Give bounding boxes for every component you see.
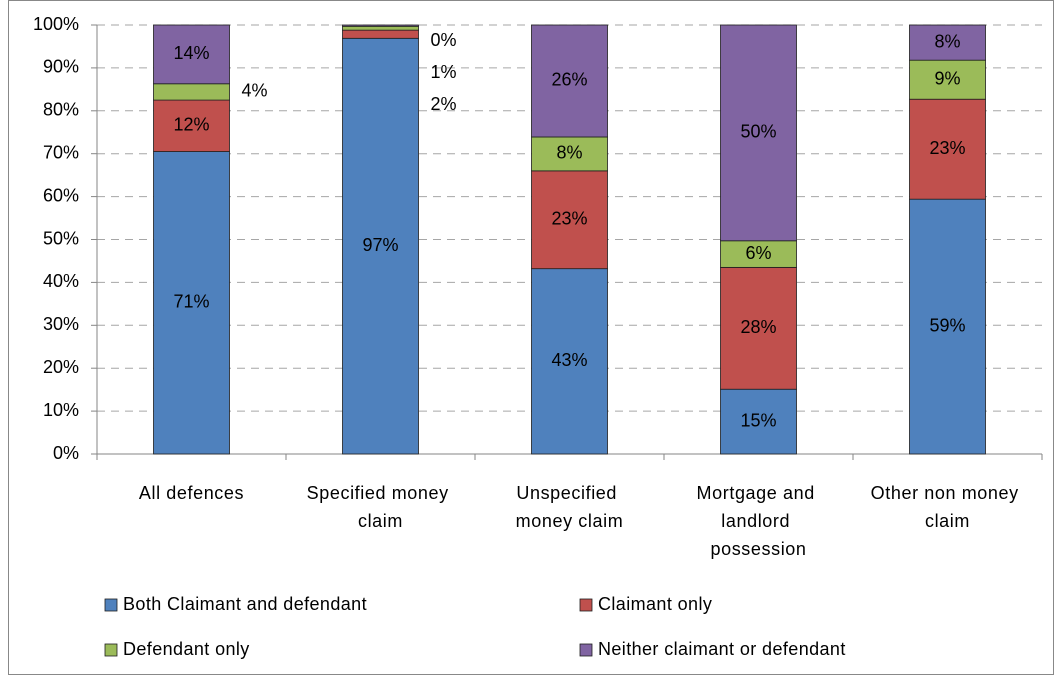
data-label: 97% xyxy=(362,235,398,255)
data-label: 15% xyxy=(740,410,776,430)
data-label: 8% xyxy=(934,31,960,51)
data-label: 50% xyxy=(740,122,776,142)
legend-swatch xyxy=(579,598,593,612)
bar-segment xyxy=(153,24,230,85)
data-label: 43% xyxy=(551,350,587,370)
bar-segment xyxy=(720,24,797,242)
bar-segment xyxy=(531,136,608,172)
bar-segment xyxy=(342,24,419,27)
data-label: 4% xyxy=(242,81,268,101)
legend-label: Claimant only xyxy=(598,594,712,614)
legend-swatch xyxy=(104,598,118,612)
data-label: 1% xyxy=(431,62,457,82)
data-label: 8% xyxy=(556,143,582,163)
data-label: 23% xyxy=(551,209,587,229)
y-tick-label: 50% xyxy=(43,228,79,248)
bar-segment xyxy=(342,37,419,455)
data-label: 0% xyxy=(431,30,457,50)
data-label: 71% xyxy=(173,292,209,312)
y-tick-label: 70% xyxy=(43,142,79,162)
data-label: 12% xyxy=(173,115,209,135)
data-label: 59% xyxy=(929,315,965,335)
y-tick-label: 20% xyxy=(43,357,79,377)
bar-segment xyxy=(153,151,230,455)
bar-segment xyxy=(909,98,986,200)
bar-segment xyxy=(153,83,230,101)
bar-segment xyxy=(342,25,419,31)
legend-label: Neither claimant or defendant xyxy=(598,639,846,659)
data-label: 9% xyxy=(934,68,960,88)
legend-label: Both Claimant and defendant xyxy=(123,594,367,614)
y-tick-label: 10% xyxy=(43,400,79,420)
y-tick-label: 60% xyxy=(43,185,79,205)
bar-segment xyxy=(531,170,608,270)
legend-swatch xyxy=(104,643,118,657)
bar-segment xyxy=(909,198,986,455)
data-label: 2% xyxy=(431,94,457,114)
y-tick-label: 90% xyxy=(43,57,79,77)
data-label: 6% xyxy=(745,243,771,263)
legend-swatch xyxy=(579,643,593,657)
x-tick-label: Unspecified money claim xyxy=(516,483,624,531)
x-tick-label: Other non money claim xyxy=(871,483,1025,531)
bar-segment xyxy=(342,29,419,39)
bar-segment xyxy=(531,268,608,455)
bar-segment xyxy=(531,24,608,138)
y-tick-label: 80% xyxy=(43,100,79,120)
data-label: 14% xyxy=(173,43,209,63)
y-tick-label: 100% xyxy=(33,14,79,34)
data-label: 28% xyxy=(740,317,776,337)
bar-segment xyxy=(720,266,797,390)
y-tick-label: 40% xyxy=(43,271,79,291)
bar-segment xyxy=(909,24,986,61)
y-tick-label: 30% xyxy=(43,314,79,334)
x-tick-label: All defences xyxy=(139,483,244,503)
legend-label: Defendant only xyxy=(123,639,250,659)
x-tick-label: Mortgage and landlord possession xyxy=(697,483,821,559)
data-label: 23% xyxy=(929,138,965,158)
bar-segment xyxy=(720,388,797,455)
y-tick-label: 0% xyxy=(53,443,79,463)
data-label: 26% xyxy=(551,70,587,90)
x-tick-label: Specified money claim xyxy=(307,483,455,531)
bar-segment xyxy=(153,99,230,152)
